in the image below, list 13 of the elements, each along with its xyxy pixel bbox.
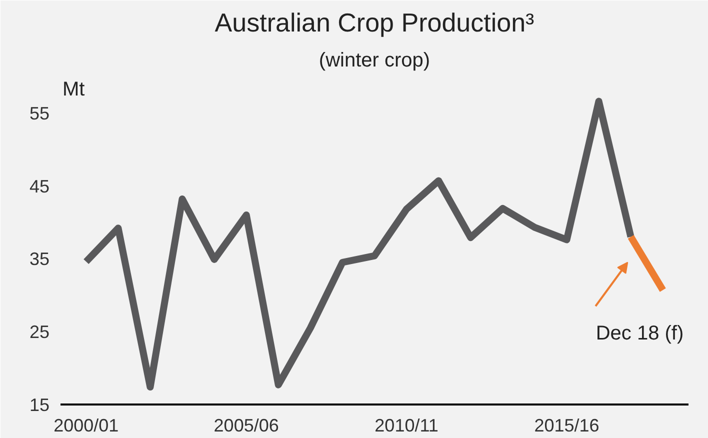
- x-tick-label: 2000/01: [54, 416, 119, 436]
- x-tick-label: 2015/16: [534, 416, 600, 436]
- y-tick-label: 45: [29, 176, 50, 196]
- y-tick-label: 25: [29, 322, 50, 342]
- annotation: Dec 18 (f): [596, 322, 684, 344]
- y-tick-label: 35: [29, 249, 50, 270]
- chart-title: Australian Crop Production³: [214, 8, 535, 38]
- y-axis-title: Mt: [62, 78, 86, 100]
- x-tick-label: 2005/06: [214, 416, 279, 436]
- x-tick-label: 2010/11: [374, 416, 438, 436]
- y-tick-label: 55: [29, 103, 50, 124]
- y-tick-label: 15: [29, 395, 50, 415]
- chart-subtitle: (winter crop): [318, 50, 430, 72]
